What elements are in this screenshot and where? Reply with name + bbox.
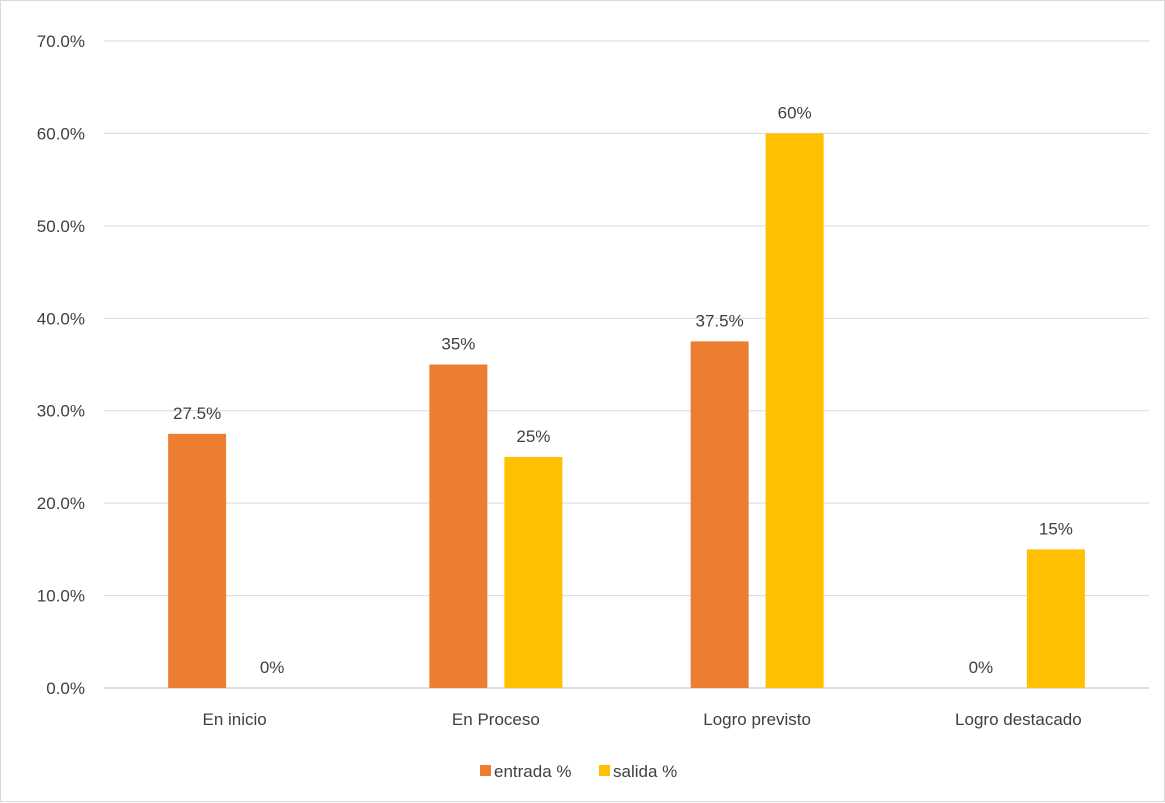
x-tick-label: En inicio [202, 710, 266, 729]
y-tick-label: 50.0% [37, 217, 85, 236]
legend-label: salida % [613, 762, 677, 781]
y-tick-label: 70.0% [37, 32, 85, 51]
data-label: 0% [260, 658, 285, 677]
bar [765, 133, 824, 688]
legend-label: entrada % [494, 762, 572, 781]
gridlines [104, 40, 1149, 689]
bars [168, 133, 1085, 688]
bar [690, 341, 749, 688]
bar [429, 364, 488, 688]
x-axis-categories: En inicio En Proceso Logro previsto Logro d… [202, 710, 1081, 729]
y-tick-label: 20.0% [37, 494, 85, 513]
legend-swatch [599, 765, 610, 776]
y-tick-label: 30.0% [37, 402, 85, 421]
x-tick-label: Logro destacado [955, 710, 1082, 729]
y-tick-label: 10.0% [37, 587, 85, 606]
data-label: 25% [516, 427, 550, 446]
legend: entrada % salida % [480, 762, 677, 781]
bar [1026, 549, 1085, 688]
data-label: 35% [441, 335, 475, 354]
data-label: 37.5% [696, 311, 744, 330]
bar [504, 456, 563, 688]
y-tick-label: 40.0% [37, 309, 85, 328]
y-tick-label: 0.0% [46, 679, 85, 698]
data-label: 0% [969, 658, 994, 677]
x-tick-label: Logro previsto [703, 710, 811, 729]
bar [168, 433, 227, 688]
data-label: 27.5% [173, 404, 221, 423]
legend-swatch [480, 765, 491, 776]
data-labels: 27.5% 0% 35% 25% 37.5% 60% 0% 15% [173, 103, 1073, 677]
y-tick-label: 60.0% [37, 124, 85, 143]
data-label: 60% [778, 103, 812, 122]
x-tick-label: En Proceso [452, 710, 540, 729]
y-axis-ticks: 0.0% 10.0% 20.0% 30.0% 40.0% 50.0% 60.0% 70.0% [37, 32, 85, 698]
data-label: 15% [1039, 519, 1073, 538]
